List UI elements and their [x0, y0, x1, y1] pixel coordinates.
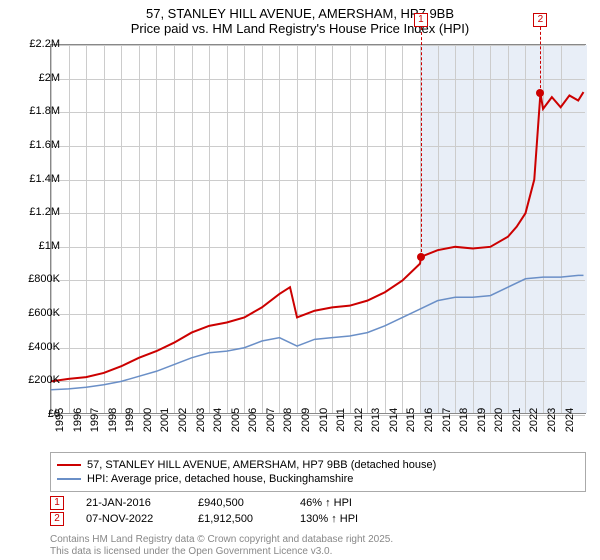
x-tick-label: 2015 — [405, 408, 417, 432]
title-line-2: Price paid vs. HM Land Registry's House … — [0, 21, 600, 36]
y-tick-label: £600K — [28, 307, 60, 319]
x-tick-label: 2007 — [265, 408, 277, 432]
x-tick-label: 2014 — [388, 408, 400, 432]
y-tick-label: £1M — [39, 240, 60, 252]
annotation-date: 21-JAN-2016 — [86, 497, 176, 509]
series-hpi — [51, 275, 583, 389]
annotation-date: 07-NOV-2022 — [86, 513, 176, 525]
series-svg — [51, 45, 585, 413]
x-tick-label: 2020 — [493, 408, 505, 432]
x-tick-label: 2000 — [142, 408, 154, 432]
x-tick-label: 2008 — [282, 408, 294, 432]
x-tick-label: 2013 — [370, 408, 382, 432]
annotation-price: £940,500 — [198, 497, 278, 509]
x-tick-label: 1999 — [124, 408, 136, 432]
x-tick-label: 1997 — [89, 408, 101, 432]
x-tick-label: 1996 — [72, 408, 84, 432]
x-tick-label: 2018 — [458, 408, 470, 432]
x-tick-label: 2024 — [564, 408, 576, 432]
x-tick-label: 2016 — [423, 408, 435, 432]
x-tick-label: 2019 — [476, 408, 488, 432]
x-tick-label: 2017 — [441, 408, 453, 432]
series-price_paid — [51, 92, 583, 381]
plot-area: 12 — [50, 44, 586, 414]
chart-container: 57, STANLEY HILL AVENUE, AMERSHAM, HP7 9… — [0, 0, 600, 560]
x-tick-label: 2001 — [159, 408, 171, 432]
x-tick-label: 2009 — [300, 408, 312, 432]
x-tick-label: 2003 — [195, 408, 207, 432]
annotation-delta: 130% ↑ HPI — [300, 513, 390, 525]
y-tick-label: £1.4M — [29, 173, 60, 185]
legend: 57, STANLEY HILL AVENUE, AMERSHAM, HP7 9… — [50, 452, 586, 492]
chart-title-block: 57, STANLEY HILL AVENUE, AMERSHAM, HP7 9… — [0, 0, 600, 40]
x-tick-label: 2021 — [511, 408, 523, 432]
x-tick-label: 1998 — [107, 408, 119, 432]
x-tick-label: 2004 — [212, 408, 224, 432]
annotation-marker: 1 — [50, 496, 64, 510]
y-tick-label: £1.6M — [29, 139, 60, 151]
legend-swatch — [57, 478, 81, 480]
y-tick-label: £2.2M — [29, 38, 60, 50]
annotation-row: 1 21-JAN-2016 £940,500 46% ↑ HPI — [50, 496, 390, 510]
x-tick-label: 2011 — [335, 408, 347, 432]
x-tick-label: 2006 — [247, 408, 259, 432]
footer-line-2: This data is licensed under the Open Gov… — [50, 546, 393, 558]
y-tick-label: £400K — [28, 341, 60, 353]
legend-row: 57, STANLEY HILL AVENUE, AMERSHAM, HP7 9… — [57, 459, 579, 471]
x-tick-label: 2022 — [528, 408, 540, 432]
x-tick-label: 2023 — [546, 408, 558, 432]
x-tick-label: 2010 — [318, 408, 330, 432]
legend-label: 57, STANLEY HILL AVENUE, AMERSHAM, HP7 9… — [87, 459, 436, 471]
legend-label: HPI: Average price, detached house, Buck… — [87, 473, 353, 485]
footer-attribution: Contains HM Land Registry data © Crown c… — [50, 534, 393, 558]
y-tick-label: £1.8M — [29, 105, 60, 117]
legend-swatch — [57, 464, 81, 466]
annotation-table: 1 21-JAN-2016 £940,500 46% ↑ HPI 2 07-NOV-202… — [50, 494, 390, 528]
x-tick-label: 2012 — [353, 408, 365, 432]
annotation-row: 2 07-NOV-2022 £1,912,500 130% ↑ HPI — [50, 512, 390, 526]
y-tick-label: £200K — [28, 374, 60, 386]
marker-line-2 — [540, 27, 541, 93]
x-tick-label: 1995 — [54, 408, 66, 432]
annotation-marker: 2 — [50, 512, 64, 526]
y-tick-label: £800K — [28, 273, 60, 285]
marker-box-1: 1 — [414, 13, 428, 27]
y-tick-label: £2M — [39, 72, 60, 84]
annotation-price: £1,912,500 — [198, 513, 278, 525]
marker-box-2: 2 — [533, 13, 547, 27]
x-tick-label: 2005 — [230, 408, 242, 432]
x-tick-label: 2002 — [177, 408, 189, 432]
marker-line-1 — [421, 27, 422, 257]
legend-row: HPI: Average price, detached house, Buck… — [57, 473, 579, 485]
title-line-1: 57, STANLEY HILL AVENUE, AMERSHAM, HP7 9… — [0, 6, 600, 21]
annotation-delta: 46% ↑ HPI — [300, 497, 390, 509]
footer-line-1: Contains HM Land Registry data © Crown c… — [50, 534, 393, 546]
y-tick-label: £1.2M — [29, 206, 60, 218]
